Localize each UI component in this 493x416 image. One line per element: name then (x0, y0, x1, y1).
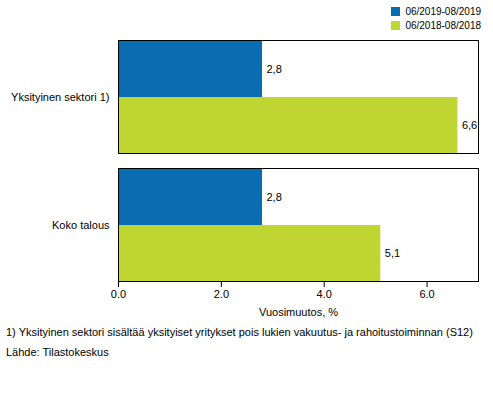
svg-text:4.0: 4.0 (317, 288, 332, 300)
svg-text:Vuosimuutos, %: Vuosimuutos, % (259, 306, 338, 318)
html-text:Lähde: Tilastokeskus: Lähde: Tilastokeskus (6, 345, 109, 358)
html-text:06/2018-08/2018: 06/2018-08/2018 (405, 20, 481, 31)
svg-text:2,8: 2,8 (267, 191, 282, 203)
svg-text:Koko talous: Koko talous (52, 219, 110, 231)
svg-text:2.0: 2.0 (214, 288, 229, 300)
svg-text:6,6: 6,6 (462, 119, 477, 131)
svg-text:5,1: 5,1 (385, 247, 400, 259)
svg-text:2,8: 2,8 (267, 63, 282, 75)
html-text:06/2019-08/2019: 06/2019-08/2019 (405, 6, 481, 17)
svg-text:0.0: 0.0 (111, 288, 126, 300)
html-text:1) Yksityinen sektori sisältää: 1) Yksityinen sektori sisältää yksityise… (6, 326, 473, 338)
svg-text:6.0: 6.0 (419, 288, 434, 300)
svg-text:Yksityinen sektori 1): Yksityinen sektori 1) (11, 91, 109, 103)
